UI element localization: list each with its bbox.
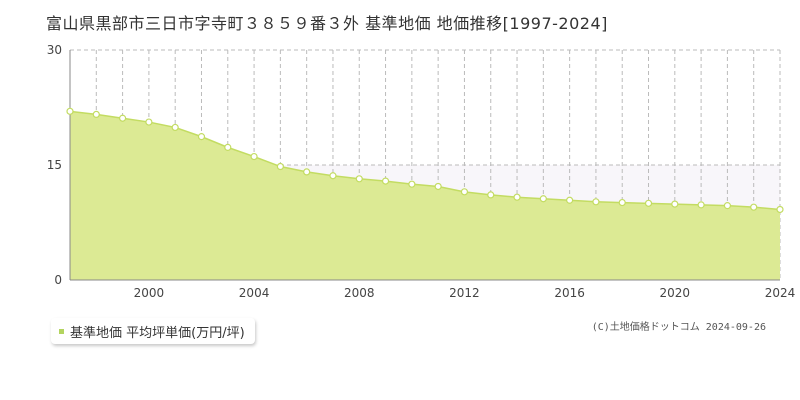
data-point	[671, 200, 679, 208]
y-tick-label: 0	[54, 273, 62, 287]
data-point	[197, 133, 206, 141]
legend: 基準地価 平均坪単価(万円/坪)	[51, 318, 255, 344]
x-tick-label: 2008	[344, 286, 375, 300]
data-point	[355, 175, 363, 183]
data-point	[750, 203, 758, 211]
data-point	[171, 123, 179, 132]
data-point	[66, 107, 74, 115]
data-point	[697, 201, 705, 209]
data-point	[118, 114, 127, 122]
x-tick-label: 2020	[660, 286, 691, 300]
data-point	[618, 198, 626, 207]
data-point	[276, 162, 284, 171]
series-line	[69, 110, 781, 211]
data-point	[776, 205, 784, 214]
x-tick-label: 2012	[449, 286, 480, 300]
chart-title: 富山県黒部市三日市字寺町３８５９番３外 基準地価 地価推移[1997-2024]	[46, 14, 608, 33]
legend-label: 基準地価 平均坪単価(万円/坪)	[70, 325, 245, 341]
legend-swatch	[59, 328, 64, 334]
x-tick-label: 2004	[239, 286, 270, 300]
y-tick-label: 15	[47, 158, 62, 172]
data-point	[92, 110, 100, 119]
data-point	[539, 195, 547, 203]
data-point	[434, 182, 442, 191]
data-point	[224, 143, 232, 151]
y-tick-label: 30	[47, 43, 62, 57]
data-point	[644, 199, 653, 207]
data-point	[250, 152, 258, 161]
data-point	[513, 193, 521, 201]
copyright-credit: (C)土地価格ドットコム 2024-09-26	[591, 322, 766, 333]
data-point	[592, 198, 600, 206]
data-point	[460, 188, 469, 196]
data-point	[381, 177, 390, 185]
x-tick-label: 2016	[554, 286, 585, 300]
data-point	[566, 196, 574, 204]
data-point	[723, 202, 732, 210]
data-point	[487, 191, 495, 199]
data-point	[408, 180, 416, 188]
data-point	[329, 172, 337, 180]
x-tick-label: 2024	[765, 286, 796, 300]
data-point	[303, 168, 311, 176]
data-point	[145, 118, 153, 126]
series-area	[70, 111, 780, 280]
x-tick-label: 2000	[134, 286, 165, 300]
